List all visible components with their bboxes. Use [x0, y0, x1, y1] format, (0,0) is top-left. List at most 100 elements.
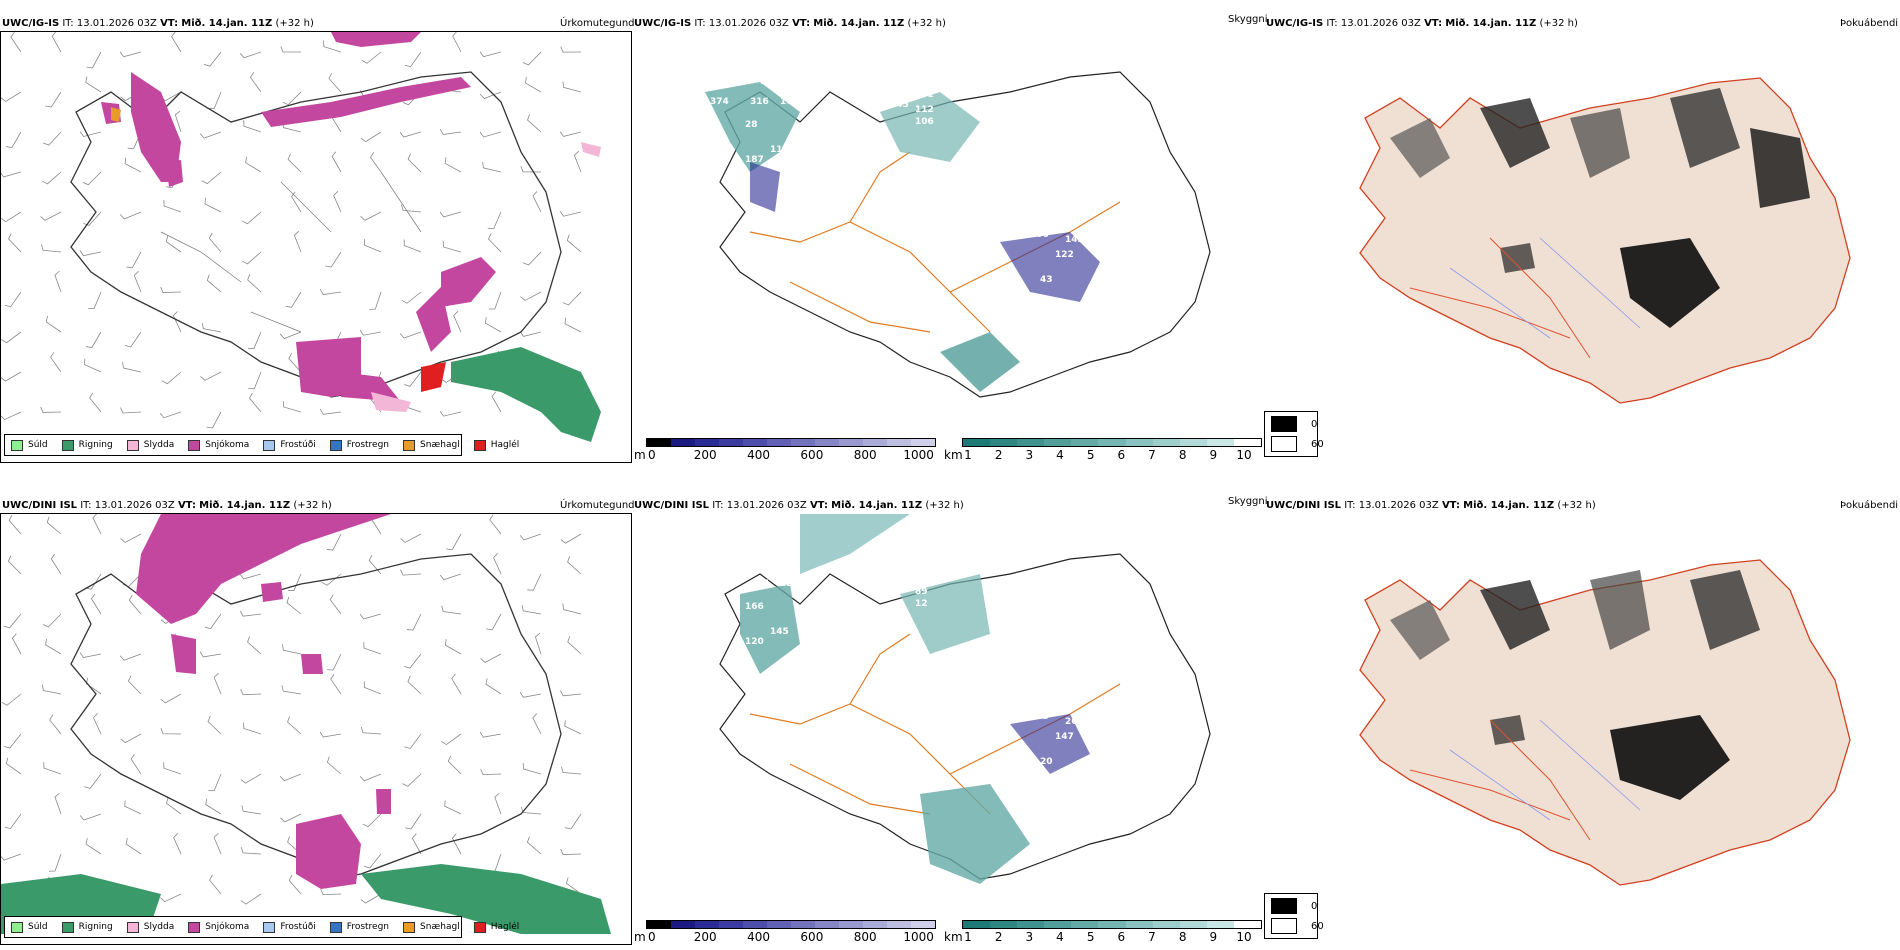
wind-barb [360, 211, 382, 221]
vt-value: Mið. 14.jan. 11Z [1445, 18, 1537, 29]
wind-barb [560, 533, 582, 544]
wind-barb [161, 371, 182, 385]
legend-label: Haglél [490, 922, 520, 932]
wind-barb [480, 653, 502, 663]
wind-barb [3, 733, 22, 749]
precip-legend: Súld Rigning Slydda Snjókoma Frostúði Frostre… [4, 916, 519, 938]
wind-barb [204, 613, 222, 630]
wind-barb [451, 833, 462, 855]
wind-barb [280, 813, 302, 823]
wind-barb [439, 410, 462, 417]
wind-barb [320, 888, 342, 896]
colorbar-tick: 5 [1086, 448, 1095, 462]
wind-barb [326, 756, 342, 775]
legend-item: Snjókoma [188, 921, 249, 933]
wind-barb [85, 838, 102, 855]
visibility-label: 20 [1040, 757, 1053, 767]
it-value: 13.01.2026 03Z [726, 500, 807, 511]
vt-label: VT: [1441, 500, 1460, 511]
wind-barb [83, 211, 102, 226]
wind-barb [439, 211, 462, 218]
colorbar-segment [887, 921, 911, 928]
wind-barb [128, 594, 142, 615]
wind-barb [245, 156, 262, 173]
wind-barb [199, 651, 222, 658]
it-value: 13.01.2026 03Z [1340, 18, 1421, 29]
colorbar-segment [1044, 921, 1072, 928]
legend-swatch [188, 921, 201, 933]
wind-barb [560, 46, 582, 53]
wind-barb [361, 51, 382, 64]
wind-barb [85, 76, 102, 93]
vt-label: VT: [177, 500, 196, 511]
visibility-label: 316 [750, 97, 769, 107]
visibility-label: 145 [770, 627, 789, 637]
colorbar-segment [1071, 439, 1099, 446]
colorbar-segment [1206, 439, 1234, 446]
wind-barb [359, 773, 382, 782]
wind-barb [281, 685, 302, 695]
wind-barb [119, 653, 142, 661]
wind-barb [8, 233, 22, 253]
legend-label: Súld [28, 440, 48, 450]
wind-barb [559, 211, 582, 217]
colorbar-segment [1233, 921, 1262, 928]
wind-barb [200, 371, 222, 381]
fog-map [1359, 77, 1851, 404]
wind-barb [479, 91, 502, 100]
colorbar-segment [791, 439, 815, 446]
wind-barb [171, 32, 182, 53]
wind-barb [240, 893, 262, 905]
wind-barb [243, 120, 262, 133]
wind-barb [213, 672, 222, 695]
colorbar-tick: 8 [1178, 448, 1187, 462]
visibility-label: 245 [890, 100, 909, 110]
wind-barb [323, 40, 342, 53]
colorbar-tick: 0 [647, 448, 656, 462]
wind-barb [439, 573, 462, 581]
wind-barb [122, 362, 142, 373]
colorbar-tick: 1000 [903, 930, 934, 944]
wind-barb [133, 270, 142, 293]
it-label: IT: [1344, 500, 1356, 511]
colorbar-segment [1017, 439, 1045, 446]
colorbar-tick: 10 [1236, 930, 1252, 944]
wind-barb [399, 331, 422, 339]
wind-barb [1, 91, 22, 102]
colorbar-tick: 6 [1117, 448, 1126, 462]
colorbar-tick: 400 [747, 448, 770, 462]
wind-barb [54, 792, 62, 815]
wind-barb [488, 291, 502, 310]
it-label: IT: [80, 500, 92, 511]
wind-barb [404, 653, 422, 669]
panel-title: Þokuábendi [1840, 18, 1899, 29]
it-label: IT: [1326, 18, 1338, 29]
legend-label: Snjókoma [205, 440, 250, 450]
wind-barb [521, 604, 542, 615]
wind-barb [522, 251, 542, 266]
wind-barb [85, 331, 102, 348]
colorbar-segment [1233, 439, 1262, 446]
wind-barb [241, 251, 262, 265]
wind-barb [560, 848, 582, 855]
visibility-label: 26 [1065, 717, 1078, 727]
legend-swatch [329, 439, 342, 451]
wind-barb [127, 675, 142, 695]
colorbar-tick: 5 [1086, 930, 1095, 944]
visibility-label: 120 [745, 637, 764, 647]
visibility-label: 374 [710, 97, 729, 107]
legend-label: Slydda [143, 922, 175, 932]
wind-barb [404, 371, 422, 387]
wind-barb [4, 813, 22, 830]
wind-barb [45, 91, 62, 108]
wind-barb [444, 800, 462, 815]
wind-barb [86, 51, 102, 69]
it-value: 13.01.2026 03Z [1358, 500, 1439, 511]
legend-label: Snæhagl [420, 922, 460, 932]
wind-barb [42, 613, 62, 628]
wind-barb [159, 411, 182, 419]
wind-barb [527, 573, 542, 591]
model-name: UWC/IG-IS [1266, 18, 1324, 29]
colorbar-segment [695, 921, 719, 928]
it-value: 13.01.2026 03Z [94, 500, 175, 511]
